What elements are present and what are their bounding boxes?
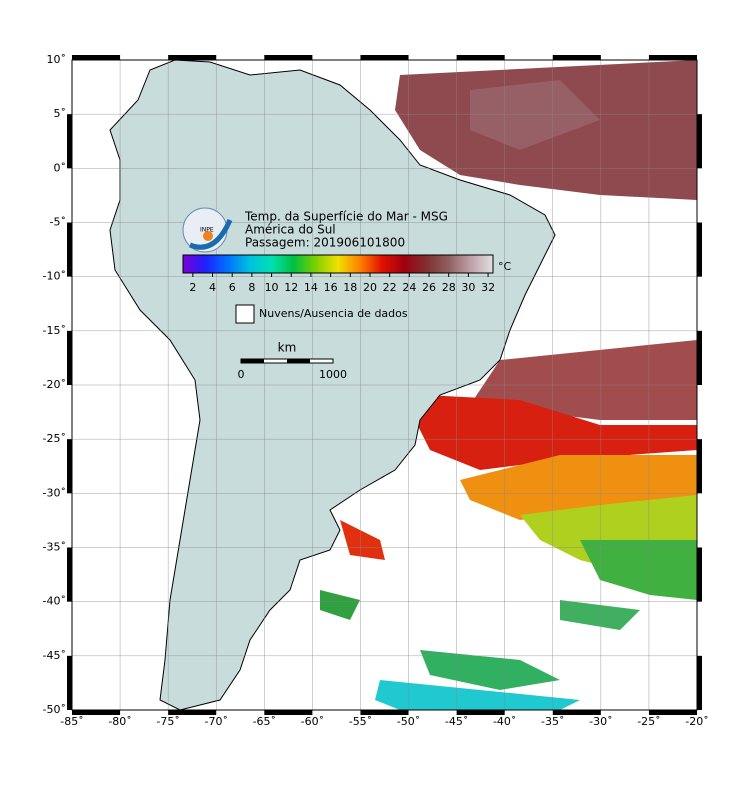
frame-band: [72, 710, 121, 715]
colorbar-tick-label: 8: [248, 281, 255, 294]
lon-tick-label: -50˚: [397, 715, 420, 728]
colorbar-tick-label: 28: [442, 281, 456, 294]
colorbar-tick-label: 26: [422, 281, 436, 294]
legend-swatch: [235, 304, 255, 324]
colorbar-tick-label: 4: [209, 281, 216, 294]
legend-label: Nuvens/Ausencia de dados: [259, 307, 408, 320]
lon-tick-label: -60˚: [301, 715, 324, 728]
frame-band: [72, 55, 121, 60]
lat-tick-label: -25˚: [43, 432, 66, 445]
lat-tick-label: -45˚: [43, 649, 66, 662]
title: Temp. da Superfície do Mar - MSG: [244, 210, 448, 224]
sst-patches: [320, 60, 697, 710]
lon-tick-label: -20˚: [685, 715, 708, 728]
frame-band: [168, 710, 217, 715]
colorbar: [182, 254, 494, 274]
subtitle: América do Sul: [245, 223, 336, 237]
colorbar-unit: °C: [498, 260, 512, 273]
lat-tick-label: -20˚: [43, 378, 66, 391]
lon-tick-label: -70˚: [204, 715, 227, 728]
lat-tick-label: -5˚: [50, 216, 66, 229]
lon-tick-label: -85˚: [60, 715, 83, 728]
lon-tick-label: -65˚: [253, 715, 276, 728]
frame-band: [67, 222, 72, 277]
frame-band: [67, 439, 72, 494]
scale-end: 1000: [319, 368, 347, 381]
colorbar-tick-label: 14: [304, 281, 318, 294]
logo-text: INPE: [200, 227, 214, 234]
frame-band: [697, 330, 702, 385]
frame-band: [648, 710, 697, 715]
lat-tick-label: -10˚: [43, 270, 66, 283]
lat-tick-label: -30˚: [43, 486, 66, 499]
colorbar-tick-label: 2: [189, 281, 196, 294]
frame-band: [67, 547, 72, 602]
colorbar-tick-label: 20: [363, 281, 377, 294]
colorbar-tick-label: 22: [383, 281, 397, 294]
lat-tick-label: -40˚: [43, 595, 66, 608]
frame-band: [360, 55, 409, 60]
colorbar-tick-label: 16: [324, 281, 338, 294]
frame-band: [360, 710, 409, 715]
lon-tick-label: -55˚: [349, 715, 372, 728]
frame-band: [456, 55, 505, 60]
colorbar-tick-label: 6: [229, 281, 236, 294]
colorbar-tick-label: 24: [402, 281, 416, 294]
lat-tick-label: -50˚: [43, 703, 66, 716]
colorbar-tick-label: 18: [343, 281, 357, 294]
colorbar-tick-label: 32: [481, 281, 495, 294]
frame-band: [552, 55, 601, 60]
lon-tick-label: -30˚: [589, 715, 612, 728]
colorbar-tick-label: 12: [284, 281, 298, 294]
pass-time: Passagem: 201906101800: [245, 236, 405, 250]
scale-bar: [240, 358, 334, 364]
frame-band: [697, 439, 702, 494]
lat-tick-label: 10˚: [47, 53, 67, 66]
lon-tick-label: -40˚: [493, 715, 516, 728]
frame-band: [67, 655, 72, 710]
logo: INPE: [182, 207, 233, 253]
frame-band: [456, 710, 505, 715]
frame-band: [67, 330, 72, 385]
lon-tick-label: -45˚: [445, 715, 468, 728]
frame-band: [168, 55, 217, 60]
lon-tick-label: -35˚: [541, 715, 564, 728]
lon-tick-label: -80˚: [108, 715, 131, 728]
frame-band: [697, 222, 702, 277]
lon-tick-label: -25˚: [637, 715, 660, 728]
frame-band: [264, 55, 313, 60]
frame-band: [264, 710, 313, 715]
frame-band: [648, 55, 697, 60]
lat-tick-label: 0˚: [54, 161, 67, 174]
frame-band: [697, 655, 702, 710]
colorbar-tick-label: 10: [265, 281, 279, 294]
scale-start: 0: [238, 368, 245, 381]
colorbar-tick-label: 30: [461, 281, 475, 294]
frame-band: [552, 710, 601, 715]
frame-band: [697, 114, 702, 169]
frame-band: [67, 114, 72, 169]
lat-tick-label: -35˚: [43, 541, 66, 554]
scale-title: km: [278, 341, 297, 355]
frame-band: [697, 547, 702, 602]
lat-tick-label: 5˚: [54, 107, 67, 120]
lat-tick-label: -15˚: [43, 324, 66, 337]
lon-tick-label: -75˚: [156, 715, 179, 728]
